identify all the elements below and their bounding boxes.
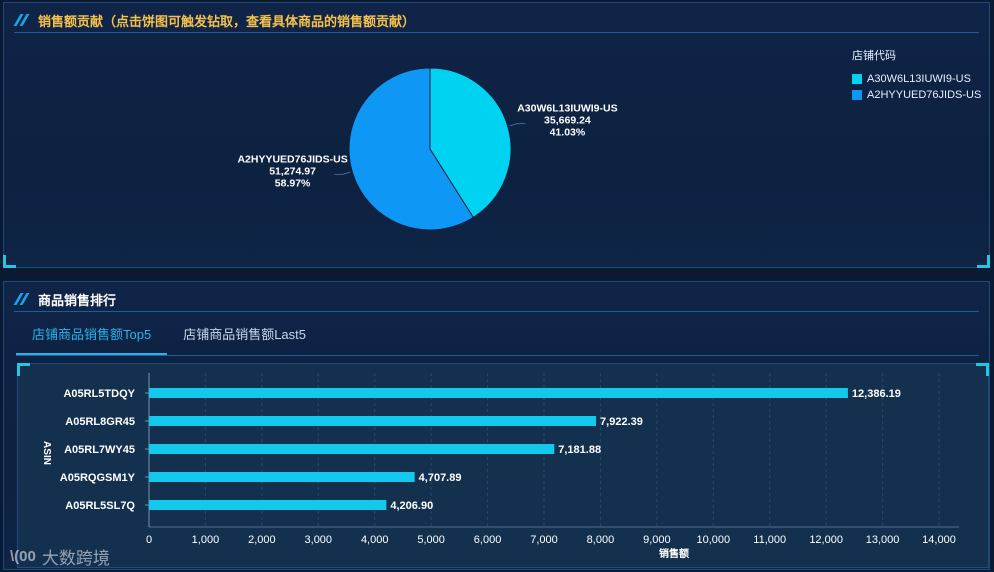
x-tick-label: 9,000 (643, 534, 671, 546)
y-axis-title: ASIN (41, 441, 52, 465)
y-tick-label: A05RL5SL7Q (65, 500, 135, 512)
corner-decoration (17, 363, 30, 376)
pie-label-percent-2: 58.97% (275, 177, 311, 189)
bar-value-label: 7,181.88 (558, 444, 601, 456)
ranking-tabs: 店铺商品销售额Top5 店铺商品销售额Last5 (16, 322, 322, 355)
x-tick-label: 14,000 (922, 534, 956, 546)
x-tick-label: 3,000 (305, 534, 333, 546)
x-tick-label: 1,000 (192, 534, 220, 546)
tabs-divider (16, 355, 979, 356)
bar[interactable] (149, 416, 597, 426)
y-tick-label: A05RL7WY45 (64, 444, 135, 456)
legend-swatch-2 (852, 90, 862, 100)
bar-value-label: 7,922.39 (600, 416, 643, 428)
pie-slice-2[interactable] (348, 67, 474, 231)
bar-value-label: 12,386.19 (852, 388, 901, 400)
bar[interactable] (149, 388, 848, 398)
pie-label-value-1: 35,669.24 (544, 115, 591, 127)
pie-label-name-1: A30W6L13IUWI9-US (517, 103, 617, 115)
title-divider (14, 32, 979, 33)
x-tick-label: 10,000 (696, 534, 730, 546)
bar[interactable] (149, 444, 555, 454)
corner-decoration (3, 255, 16, 268)
x-tick-label: 4,000 (361, 534, 389, 546)
watermark: \(00 大数跨境 (10, 544, 110, 569)
y-tick-label: A05RQGSM1Y (60, 472, 136, 484)
legend-item-2[interactable]: A2HYYUED76JIDS-US (852, 87, 981, 103)
tab-last5[interactable]: 店铺商品销售额Last5 (183, 327, 307, 342)
pie-leader-line-2 (334, 171, 351, 175)
sales-contribution-panel: 销售额贡献（点击饼图可触发钻取，查看具体商品的销售额贡献） A30W6L13IU… (3, 2, 990, 268)
legend-item-1[interactable]: A30W6L13IUWI9-US (852, 71, 981, 87)
pie-label-percent-1: 41.03% (550, 127, 586, 139)
x-tick-label: 12,000 (809, 534, 843, 546)
sales-contribution-title: 销售额贡献（点击饼图可触发钻取，查看具体商品的销售额贡献） (38, 13, 416, 29)
legend-label-2: A2HYYUED76JIDS-US (867, 89, 982, 101)
x-tick-label: 13,000 (866, 534, 900, 546)
watermark-text: 大数跨境 (41, 549, 110, 568)
product-ranking-panel: 商品销售排行 店铺商品销售额Top5 店铺商品销售额Last5 A05RL5TD… (3, 281, 990, 570)
y-tick-label: A05RL8GR45 (65, 416, 135, 428)
bar[interactable] (149, 472, 415, 482)
bar-value-label: 4,206.90 (390, 500, 433, 512)
corner-decoration (977, 255, 990, 268)
panel-title-bar: 销售额贡献（点击饼图可触发钻取，查看具体商品的销售额贡献） (13, 11, 416, 29)
x-tick-label: 2,000 (248, 534, 276, 546)
pie-label-value-2: 51,274.97 (269, 165, 316, 177)
watermark-logo-icon: \(00 (10, 548, 36, 565)
x-tick-label: 5,000 (417, 534, 445, 546)
product-ranking-title: 商品销售排行 (38, 292, 117, 308)
tab-top5[interactable]: 店铺商品销售额Top5 (16, 322, 168, 355)
legend-label-1: A30W6L13IUWI9-US (867, 73, 971, 85)
pie-chart[interactable]: A30W6L13IUWI9-US35,669.2441.03%A2HYYUED7… (4, 3, 989, 267)
x-tick-label: 11,000 (753, 534, 786, 546)
x-tick-label: 7,000 (530, 534, 558, 546)
title-divider (14, 311, 979, 312)
pie-label-name-2: A2HYYUED76JIDS-US (237, 153, 347, 165)
double-slash-icon (13, 293, 30, 305)
corner-decoration (976, 363, 989, 376)
x-tick-label: 6,000 (474, 534, 502, 546)
y-tick-label: A05RL5TDQY (63, 388, 135, 400)
x-tick-label: 8,000 (587, 534, 615, 546)
panel-title-bar: 商品销售排行 (13, 290, 117, 308)
x-tick-label: 0 (146, 534, 152, 546)
bar-value-label: 4,707.89 (419, 472, 462, 484)
legend-title: 店铺代码 (852, 50, 896, 62)
bar[interactable] (149, 500, 387, 510)
bar-chart: A05RL5TDQY 12,386.19 A05RL8GR45 7,922.39 A05… (41, 373, 959, 560)
x-axis-title: 销售额 (659, 547, 689, 560)
bar-chart-container: A05RL5TDQY 12,386.19 A05RL8GR45 7,922.39 A05… (17, 363, 989, 568)
legend-swatch-1 (852, 74, 862, 84)
pie-legend: 店铺代码 A30W6L13IUWI9-US A2HYYUED76JIDS-US (852, 47, 981, 103)
pie-leader-line-1 (509, 123, 526, 127)
